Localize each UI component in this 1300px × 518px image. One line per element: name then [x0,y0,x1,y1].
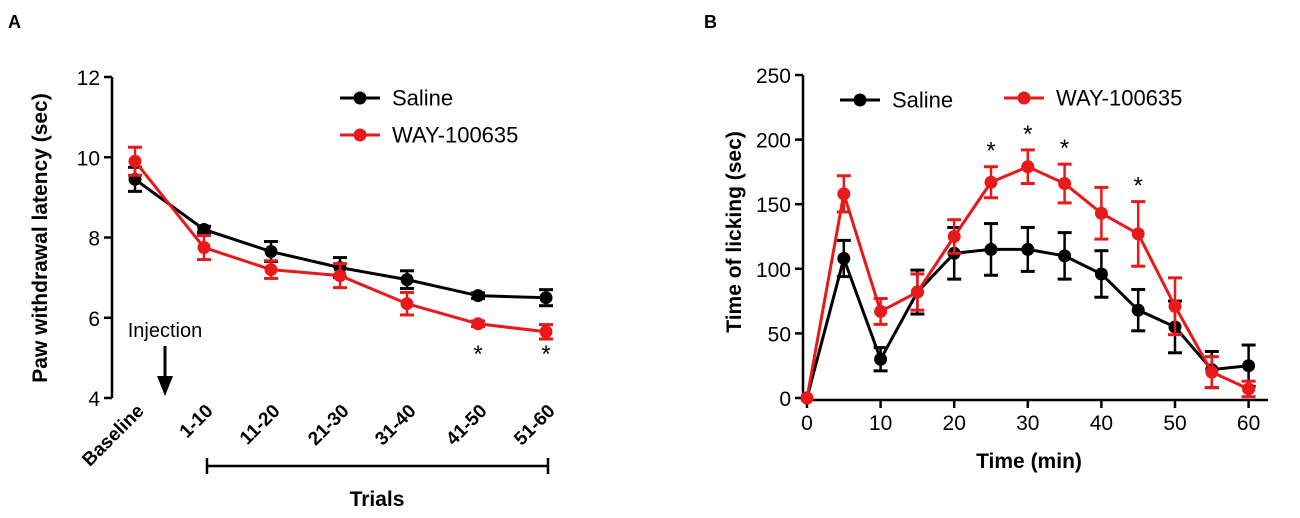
saline-point [837,251,851,265]
panel-b-x-tick-label: 10 [869,412,892,435]
way-100635-point [837,187,851,201]
panel-a-x-tick-label: 51-60 [510,401,559,450]
panel-a-x-tick-label: 1-10 [176,401,218,443]
panel-b-label: B [704,12,717,32]
way-100635-legend-label: WAY-100635 [392,123,518,148]
way-100635-point [910,285,924,299]
way-100635-point [333,269,347,283]
panel-a-x-tick-label: Baseline [78,401,148,471]
saline-point [400,273,414,287]
panel-a-x-tick-label: 31-40 [371,401,420,450]
way-100635-point [874,304,888,318]
significance-marker: * [986,138,995,165]
significance-marker: * [1023,121,1032,148]
saline-legend-marker [853,93,867,107]
significance-marker: * [541,341,550,368]
panel-a-y-tick-label: 8 [88,228,100,251]
way-100635-point [947,230,961,243]
panel-b-y-tick-label: 200 [756,130,791,153]
saline-point [197,222,211,236]
saline-point [264,245,278,259]
saline-legend-marker [353,91,367,105]
panel-b-axes: 0 50 100 150 200 250 0 10 20 30 40 50 60 [756,65,1268,435]
saline-point [1021,242,1035,256]
panel-b-marks: * * * * Saline WAY-100635 [800,86,1256,405]
way-100635-point [471,317,485,331]
saline-legend-label: Saline [392,86,453,111]
saline-point [1131,303,1145,317]
panel-a-x-tick-label: 41-50 [442,401,491,450]
panel-b-y-tick-label: 250 [756,65,791,88]
saline-point [1094,267,1108,281]
way-100635-point [800,391,814,405]
saline-point [471,289,485,303]
panel-b-y-axis-label: Time of licking (sec) [723,131,746,333]
way-100635-line [133,160,547,334]
panel-a-x-axis-label: Trials [350,488,405,511]
significance-marker: * [473,341,482,368]
way-100635-point [400,297,414,311]
way-100635-point [1168,299,1182,313]
panel-b-x-axis-label: Time (min) [976,450,1082,473]
panel-b-y-tick-label: 100 [756,259,791,282]
panel-b-x-tick-label: 40 [1090,412,1113,435]
way-100635-point [1205,365,1219,379]
way-100635-point [539,325,553,339]
way-100635-line [805,165,1250,399]
way-100635-point [264,263,278,277]
way-100635-point [1094,206,1108,220]
way-100635-legend-label: WAY-100635 [1056,86,1182,111]
panel-b-y-tick-label: 150 [756,194,791,217]
significance-marker: * [1060,135,1069,162]
panel-a-label: A [8,12,21,32]
panel-a-y-tick-label: 10 [77,147,100,170]
significance-marker: * [1134,173,1143,200]
panel-b: B Time of licking (sec) Time (min) 0 50 10… [704,12,1268,473]
way-100635-point [1131,227,1145,241]
panel-a-y-tick-label: 12 [77,67,100,90]
panel-b-x-tick-label: 0 [801,412,813,435]
panel-b-x-tick-label: 30 [1016,412,1039,435]
saline-point [1242,359,1256,373]
way-100635-point [1058,177,1072,191]
panel-b-y-tick-label: 50 [768,323,791,346]
panel-b-x-tick-label: 50 [1163,412,1186,435]
way-100635-point [984,175,998,189]
way-100635-point [197,241,211,255]
panel-a-y-tick-label: 6 [88,308,100,331]
panel-a-x-tick-label: 21-30 [304,401,353,450]
way-100635-point [1242,382,1256,396]
saline-point [984,242,998,256]
saline-legend-label: Saline [892,88,953,113]
panel-a-x-tick-label: 11-20 [236,401,284,449]
panel-b-x-tick-label: 60 [1237,412,1260,435]
way-100635-legend-marker [1017,91,1031,105]
saline-point [539,291,553,305]
way-100635-point [1021,160,1035,174]
saline-point [874,352,888,366]
way-100635-legend-marker [353,128,367,142]
panel-a: A Paw withdrawal latency (sec) Trials In… [8,12,560,511]
saline-point [1058,249,1072,263]
injection-arrow-head [157,376,173,396]
panel-a-marks: * * Saline WAY-100635 [128,86,553,368]
way-100635-point [128,154,142,168]
injection-annotation: Injection [128,320,203,342]
panel-b-y-tick-label: 0 [779,388,791,411]
panel-b-x-tick-label: 20 [943,412,966,435]
panel-a-y-tick-label: 4 [88,388,100,411]
panel-a-y-axis-label: Paw withdrawal latency (sec) [29,93,52,382]
